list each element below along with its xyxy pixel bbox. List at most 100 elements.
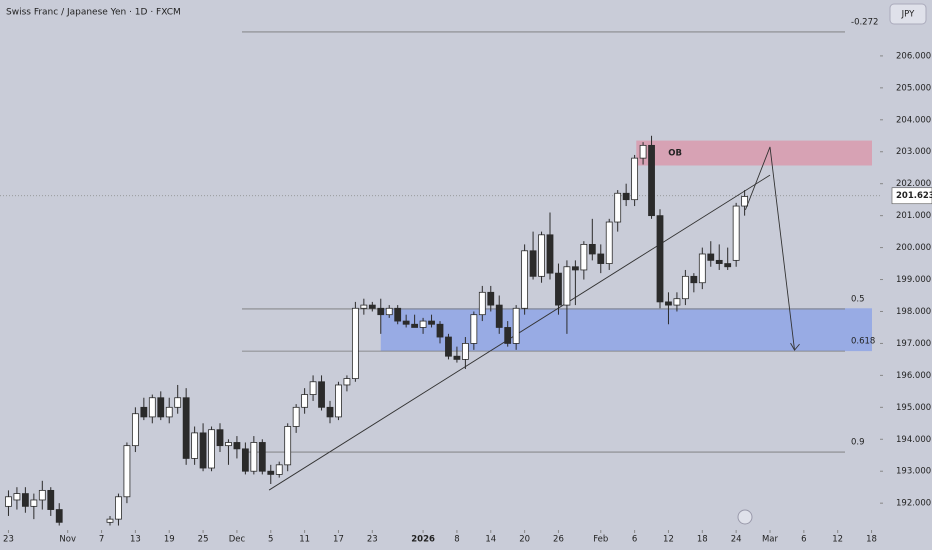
y-tick-label: 198.000: [896, 307, 931, 317]
candle-body: [360, 304, 368, 309]
x-tick-label: 23: [3, 535, 14, 545]
x-tick-label: 8: [454, 535, 459, 545]
candle-body: [521, 250, 529, 309]
candle-body: [656, 215, 664, 303]
y-tick-label: 203.000: [896, 147, 931, 157]
candle-body: [131, 413, 139, 447]
candle-body: [377, 307, 385, 316]
candle-body: [512, 307, 520, 344]
fib-label: 0.618: [851, 337, 875, 347]
candle-body: [538, 234, 545, 277]
x-tick-label: 17: [333, 535, 344, 545]
x-tick-label: Feb: [593, 535, 608, 545]
candle-body: [165, 406, 173, 418]
candle-body: [335, 384, 342, 418]
candle-body: [504, 327, 512, 344]
candle-body: [495, 304, 503, 328]
candle-body: [639, 144, 647, 159]
candle-body: [724, 263, 732, 268]
candle-body: [351, 307, 359, 379]
candle-body: [402, 320, 410, 325]
candle-body: [275, 464, 283, 475]
y-tick-label: 204.000: [896, 115, 931, 125]
candle-body: [38, 489, 46, 501]
candle-body: [258, 442, 266, 472]
candle-body: [309, 381, 317, 395]
y-tick-label: 202.000: [896, 179, 931, 189]
snapshot-icon[interactable]: [737, 509, 753, 525]
x-tick-label: 24: [731, 535, 742, 545]
zone: [636, 140, 872, 166]
candle-body: [631, 157, 639, 201]
candle-body: [563, 266, 571, 306]
y-tick-label: 197.000: [896, 339, 931, 349]
candle-body: [648, 144, 655, 217]
candle-body: [343, 378, 351, 386]
candle-body: [318, 381, 325, 408]
x-tick-label: Mar: [762, 535, 779, 545]
currency-button[interactable]: [889, 3, 927, 25]
candle-body: [411, 323, 419, 328]
candle-body: [690, 275, 698, 284]
x-tick-label: 12: [663, 535, 674, 545]
arrow-head: [790, 342, 800, 351]
candle-body: [597, 253, 605, 264]
candle-body: [30, 499, 38, 507]
currency-label: JPY: [901, 10, 915, 20]
candle-body: [106, 518, 114, 523]
candle-body: [326, 406, 334, 418]
candle-body: [453, 355, 461, 360]
x-tick-label: 6: [801, 535, 806, 545]
candle-body: [614, 192, 622, 223]
candle-body: [225, 442, 232, 447]
candle-body: [715, 259, 723, 264]
candle-body: [588, 243, 596, 255]
y-tick-label: 194.000: [896, 435, 931, 445]
x-tick-label: 14: [485, 535, 496, 545]
candle-body: [580, 243, 588, 271]
candle-body: [157, 397, 165, 418]
candle-body: [487, 291, 495, 306]
candle-body: [47, 489, 55, 510]
candle-body: [191, 432, 199, 459]
candle-body: [419, 320, 427, 328]
candle-body: [622, 192, 630, 201]
zone: [380, 308, 872, 352]
x-tick-label: Dec: [229, 535, 246, 545]
y-tick-label: 206.000: [896, 51, 931, 61]
candle-body: [123, 445, 131, 498]
chart-title: Swiss Franc / Japanese Yen · 1D · FXCM: [6, 8, 181, 18]
candle-body: [571, 266, 579, 271]
fib-label: 0.9: [851, 438, 865, 448]
fib-label: 0.5: [851, 294, 865, 304]
candle-body: [681, 275, 689, 300]
candle-body: [732, 205, 740, 261]
candle-body: [233, 442, 241, 450]
candle-body: [284, 426, 292, 466]
candle-body: [216, 429, 224, 447]
y-tick-label: 192.000: [896, 499, 931, 509]
x-tick-label: 12: [832, 535, 843, 545]
candle-body: [478, 291, 486, 316]
candle-body: [115, 496, 122, 520]
candle-body: [605, 221, 613, 264]
candle-body: [546, 234, 554, 274]
y-tick-label: 201.000: [896, 211, 931, 221]
x-tick-label: Nov: [59, 535, 76, 545]
candle-body: [140, 406, 148, 418]
candle-body: [394, 307, 402, 322]
candle-body: [292, 406, 300, 427]
x-tick-label: 7: [99, 535, 104, 545]
price-axis: [880, 0, 932, 550]
y-tick-label: 196.000: [896, 371, 931, 381]
x-tick-label: 19: [164, 535, 175, 545]
candle-body: [445, 336, 452, 357]
x-tick-label: 11: [299, 535, 310, 545]
last-price-label: 201.623: [896, 191, 932, 201]
x-tick-label: 13: [130, 535, 141, 545]
y-tick-label: 205.000: [896, 83, 931, 93]
last-price-box: [891, 187, 932, 205]
candle-body: [741, 196, 749, 207]
